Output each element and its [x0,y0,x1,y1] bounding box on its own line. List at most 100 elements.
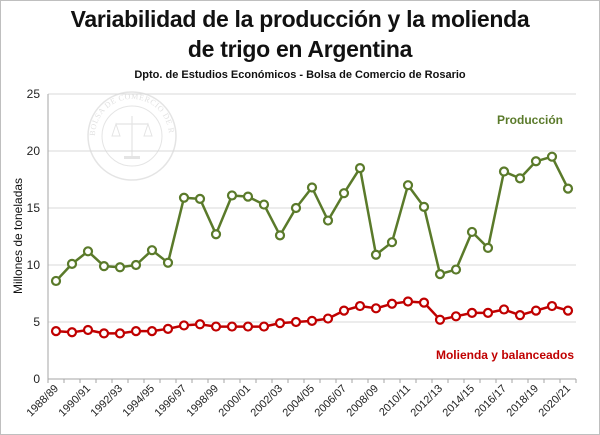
data-point [50,326,62,337]
data-point [434,269,446,280]
x-tick-labels: 1988/891990/911992/931994/951996/971998/… [25,383,574,420]
data-point [274,318,286,329]
data-point [498,304,510,315]
data-point [194,319,206,330]
data-point [82,246,94,257]
data-point [178,320,190,331]
data-point [562,183,574,194]
data-point [546,300,558,312]
data-point [242,321,254,332]
data-point [210,229,222,240]
data-point [242,191,254,202]
chart-title-line1: Variabilidad de la producción y la molie… [70,6,530,32]
data-point [466,307,478,318]
data-point [450,264,462,275]
data-point [338,305,350,316]
chart-title-line2: de trigo en Argentina [187,36,413,62]
data-point [546,151,558,162]
data-point [322,313,334,324]
watermark-text: BOLSA DE COMERCIO DE ROSARIO [0,0,176,136]
y-tick-labels: 0 5 10 15 20 25 [27,87,41,386]
series-group [50,151,574,339]
data-point [146,326,158,337]
y-tick-label: 10 [27,258,41,272]
data-point [386,298,398,309]
data-point [210,321,222,332]
x-tick-label: 1990/91 [57,383,94,420]
data-point [274,230,286,241]
data-point [162,257,174,268]
data-point [418,201,430,212]
data-point [322,215,334,226]
y-tick-label: 5 [33,315,40,329]
data-point [130,326,142,337]
data-point [162,323,174,334]
data-point [402,180,414,191]
axes [47,94,577,383]
x-tick-label: 1992/93 [89,383,126,420]
data-point [258,321,270,332]
data-point [482,307,494,318]
data-point [514,173,526,184]
y-tick-label: 15 [27,201,41,215]
x-tick-label: 2020/21 [537,383,574,420]
data-point [194,193,206,204]
x-tick-label: 2006/07 [313,383,350,420]
x-tick-label: 2008/09 [345,383,382,420]
x-tick-label: 2002/03 [249,383,286,420]
data-point [98,261,110,272]
data-point [498,166,510,177]
data-point [370,303,382,314]
x-tick-label: 2014/15 [441,383,478,420]
data-point [530,305,542,316]
data-point [466,226,478,238]
x-tick-label: 2018/19 [505,383,542,420]
data-point [114,262,126,273]
data-point [354,300,366,312]
data-point [290,316,302,328]
data-point [290,202,302,214]
x-tick-label: 2010/11 [377,383,413,419]
y-tick-label: 0 [33,372,40,386]
data-point [450,311,462,322]
x-tick-label: 2012/13 [409,383,446,420]
data-point [226,321,238,332]
data-point [114,328,126,339]
data-point [514,310,526,321]
data-point [130,259,142,271]
data-point [178,192,190,203]
x-tick-label: 1996/97 [153,383,190,420]
data-point [306,182,318,193]
data-point [226,190,238,201]
data-point [562,305,574,316]
data-point [98,328,110,339]
x-tick-label: 1998/99 [185,383,222,420]
x-tick-label: 2016/17 [473,383,510,420]
x-tick-label: 2004/05 [281,383,318,420]
data-point [530,156,542,167]
y-tick-label: 20 [27,144,41,158]
y-axis-label: Millones de toneladas [11,178,25,294]
data-point [66,327,78,338]
data-point [146,245,158,256]
x-tick-label: 1988/89 [25,383,62,420]
data-point [402,296,414,307]
data-point [338,188,350,199]
data-point [354,163,366,174]
data-point [482,242,494,253]
data-point [418,297,430,308]
data-point [50,275,62,287]
data-point [306,315,318,326]
svg-text:BOLSA DE COMERCIO DE ROSARIO: BOLSA DE COMERCIO DE ROSARIO [0,0,176,136]
legend-molienda: Molienda y balanceados [436,348,574,362]
x-tick-label: 2000/01 [217,383,254,420]
data-point [66,258,78,269]
y-tick-label: 25 [27,87,41,101]
chart-subtitle: Dpto. de Estudios Económicos - Bolsa de … [134,69,466,81]
data-point [82,324,94,336]
data-point [434,314,446,325]
data-point [386,237,398,248]
data-point [370,249,382,260]
